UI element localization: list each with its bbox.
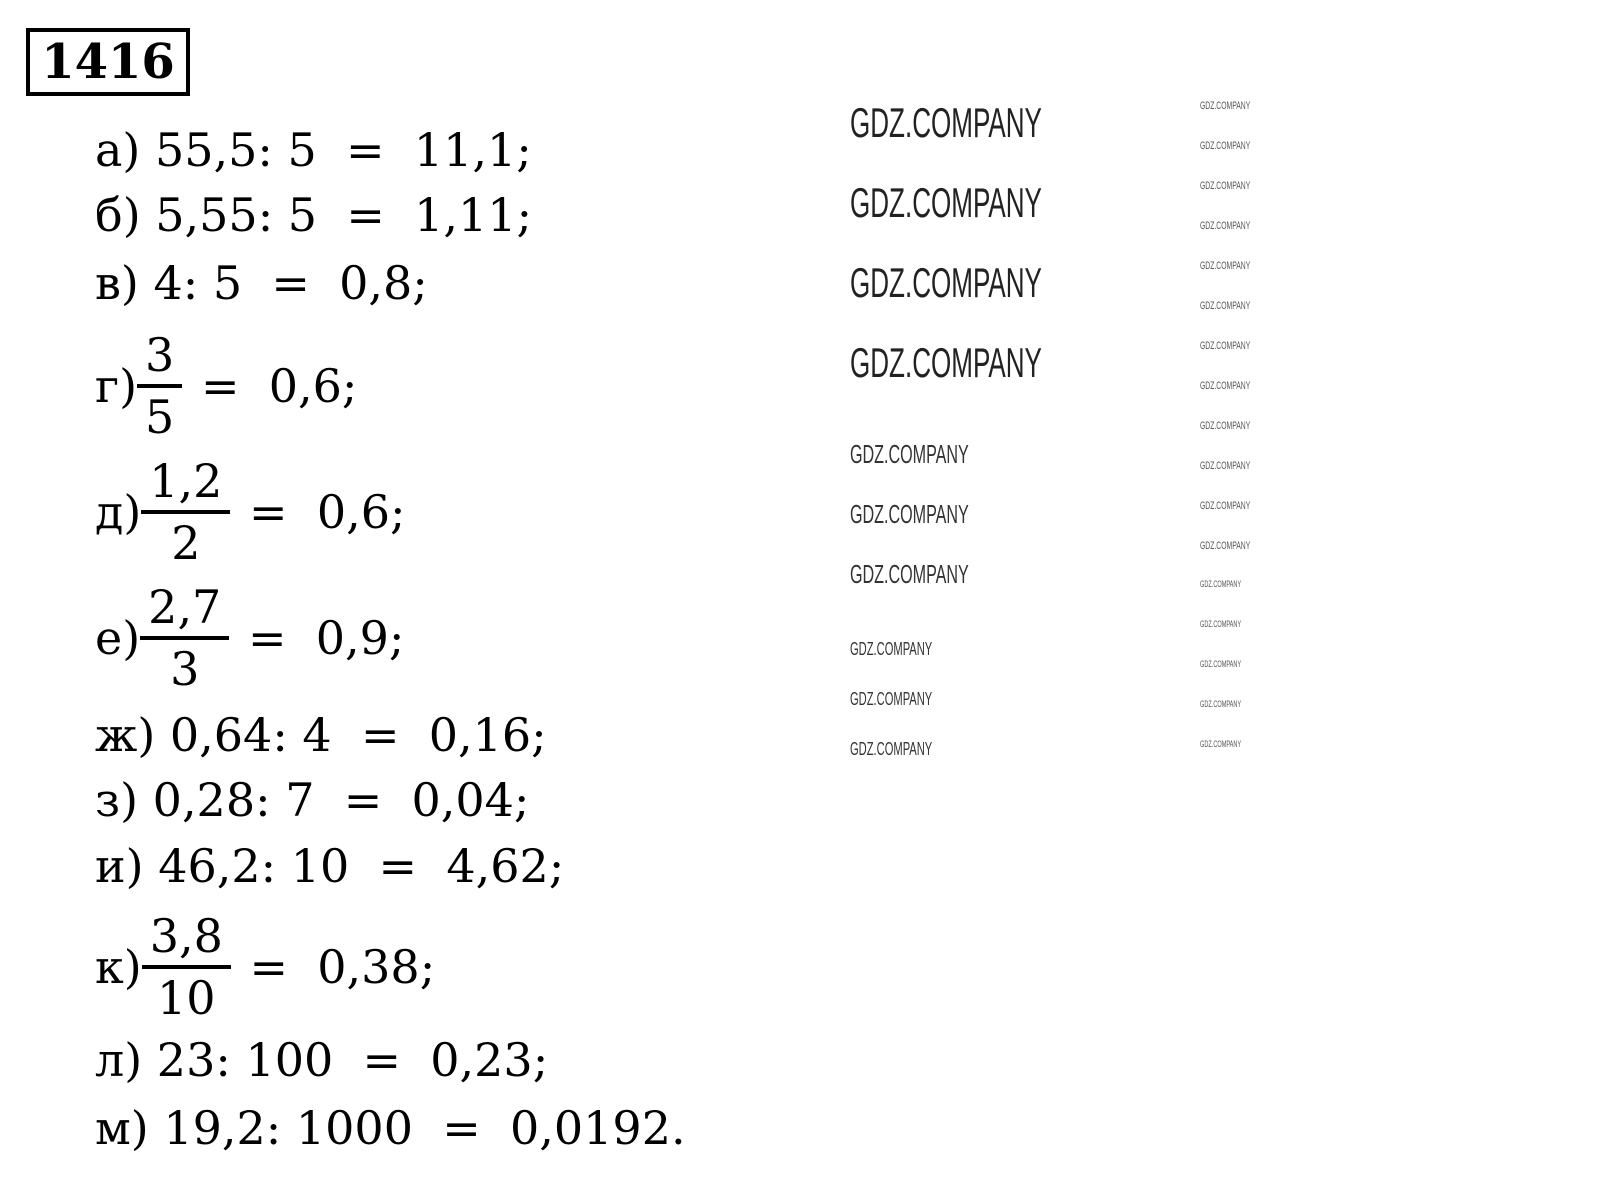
- fraction: 2,7 3: [140, 580, 230, 696]
- row-label: в): [95, 256, 139, 310]
- fraction: 3,8 10: [141, 909, 231, 1025]
- answer-row-z: з) 0,28: 7 = 0,04;: [95, 773, 529, 827]
- denominator: 2: [171, 516, 201, 570]
- watermark: GDZ.COMPANY: [850, 99, 1042, 146]
- numerator: 2,7: [148, 580, 222, 634]
- answer-row-m: м) 19,2: 1000 = 0,0192.: [95, 1101, 686, 1155]
- answer-row-zh: ж) 0,64: 4 = 0,16;: [95, 708, 547, 762]
- watermark: GDZ.COMPANY: [1200, 659, 1242, 669]
- numerator: 3: [145, 328, 175, 382]
- watermark: GDZ.COMPANY: [850, 339, 1042, 386]
- watermark: GDZ.COMPANY: [1200, 420, 1251, 432]
- numerator: 3,8: [149, 909, 223, 963]
- fraction-bar: [140, 636, 230, 640]
- watermark: GDZ.COMPANY: [1200, 340, 1251, 352]
- answer-row-e: е) 2,7 3 = 0,9;: [95, 584, 404, 692]
- answer-row-i: и) 46,2: 10 = 4,62;: [95, 839, 564, 893]
- problem-number: 1416: [26, 28, 190, 96]
- watermark: GDZ.COMPANY: [1200, 579, 1242, 589]
- answer-row-b: б) 5,55: 5 = 1,11;: [95, 188, 532, 242]
- row-label: м): [95, 1101, 149, 1155]
- row-expression: 55,5: 5 = 11,1;: [155, 123, 532, 177]
- row-label: л): [95, 1033, 143, 1087]
- row-label: д): [95, 485, 142, 539]
- watermark: GDZ.COMPANY: [850, 639, 933, 659]
- row-label: е): [95, 611, 141, 665]
- row-result: = 0,38;: [234, 940, 436, 994]
- watermark: GDZ.COMPANY: [1200, 380, 1251, 392]
- row-label: к): [95, 940, 142, 994]
- watermark: GDZ.COMPANY: [1200, 100, 1251, 112]
- row-label: г): [95, 359, 138, 413]
- denominator: 5: [145, 390, 175, 444]
- row-label: з): [95, 773, 139, 827]
- answer-row-l: л) 23: 100 = 0,23;: [95, 1033, 548, 1087]
- watermark: GDZ.COMPANY: [1200, 260, 1251, 272]
- row-expression: 19,2: 1000 = 0,0192.: [163, 1101, 686, 1155]
- watermark: GDZ.COMPANY: [850, 259, 1042, 306]
- watermark: GDZ.COMPANY: [1200, 619, 1242, 629]
- watermark: GDZ.COMPANY: [850, 739, 933, 759]
- watermark: GDZ.COMPANY: [850, 179, 1042, 226]
- row-expression: 4: 5 = 0,8;: [153, 256, 428, 310]
- row-result: = 0,6;: [234, 485, 406, 539]
- row-result: = 0,9;: [233, 611, 405, 665]
- watermark: GDZ.COMPANY: [1200, 460, 1251, 472]
- watermark: GDZ.COMPANY: [850, 559, 969, 589]
- row-expression: 0,28: 7 = 0,04;: [152, 773, 530, 827]
- answer-row-v: в) 4: 5 = 0,8;: [95, 256, 428, 310]
- row-expression: 23: 100 = 0,23;: [156, 1033, 549, 1087]
- answer-row-a: а) 55,5: 5 = 11,1;: [95, 123, 532, 177]
- row-label: ж): [95, 708, 156, 762]
- fraction-bar: [141, 510, 231, 514]
- denominator: 10: [157, 971, 216, 1025]
- watermark: GDZ.COMPANY: [1200, 220, 1251, 232]
- watermark: GDZ.COMPANY: [1200, 300, 1251, 312]
- watermark: GDZ.COMPANY: [1200, 140, 1251, 152]
- row-label: и): [95, 839, 144, 893]
- watermark: GDZ.COMPANY: [1200, 180, 1251, 192]
- answer-row-g: г) 3 5 = 0,6;: [95, 332, 357, 440]
- row-label: б): [95, 188, 141, 242]
- row-expression: 46,2: 10 = 4,62;: [158, 839, 565, 893]
- row-expression: 5,55: 5 = 1,11;: [155, 188, 533, 242]
- fraction: 1,2 2: [141, 454, 231, 570]
- watermark: GDZ.COMPANY: [850, 439, 969, 469]
- watermark: GDZ.COMPANY: [1200, 739, 1242, 749]
- denominator: 3: [170, 642, 200, 696]
- fraction-bar: [141, 965, 231, 969]
- row-label: а): [95, 123, 141, 177]
- fraction-bar: [137, 384, 183, 388]
- row-expression: 0,64: 4 = 0,16;: [169, 708, 547, 762]
- row-result: = 0,6;: [186, 359, 358, 413]
- watermark: GDZ.COMPANY: [1200, 500, 1251, 512]
- watermark: GDZ.COMPANY: [1200, 540, 1251, 552]
- numerator: 1,2: [149, 454, 223, 508]
- answer-row-d: д) 1,2 2 = 0,6;: [95, 458, 406, 566]
- answer-row-k: к) 3,8 10 = 0,38;: [95, 913, 435, 1021]
- watermark: GDZ.COMPANY: [850, 689, 933, 709]
- watermark: GDZ.COMPANY: [1200, 699, 1242, 709]
- watermark: GDZ.COMPANY: [850, 499, 969, 529]
